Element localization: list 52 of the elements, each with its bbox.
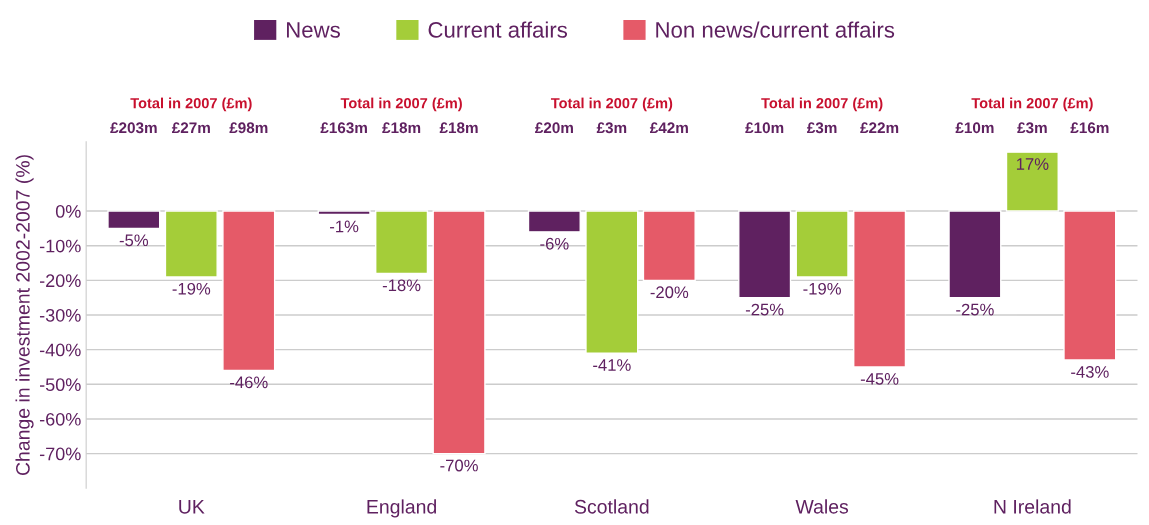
- text: £3m: [596, 122, 627, 134]
- data-label: -18%: [382, 279, 421, 292]
- text: £3m: [1017, 122, 1047, 134]
- y-tick-label: -70%: [39, 447, 81, 461]
- data-label: -6%: [540, 237, 569, 250]
- text: £3m: [806, 122, 837, 134]
- x-tick-label: UK: [179, 500, 205, 514]
- data-label: 17%: [1016, 158, 1049, 170]
- text: £27m: [171, 122, 210, 134]
- legend-label: News: [287, 22, 340, 38]
- data-label: -41%: [593, 359, 631, 371]
- y-tick-label: -30%: [39, 308, 81, 322]
- legend-label: Current affairs: [428, 21, 568, 38]
- data-label: -19%: [172, 282, 211, 295]
- text: £163m: [320, 122, 367, 134]
- y-tick-label: -10%: [39, 239, 81, 253]
- x-tick-label: Scotland: [574, 499, 649, 514]
- text: £10m: [745, 122, 784, 134]
- text: £10m: [955, 122, 994, 134]
- legend-label: Non news/current affairs: [656, 21, 895, 38]
- x-tick-label: Wales: [795, 499, 849, 514]
- text: £203m: [110, 122, 157, 134]
- text: £18m: [439, 122, 478, 134]
- text: Total in 2007 (£m): [971, 97, 1093, 112]
- y-tick-label: 0%: [55, 204, 81, 218]
- text: £22m: [860, 122, 899, 134]
- text: Total in 2007 (£m): [340, 97, 462, 112]
- data-label: -25%: [956, 303, 994, 316]
- data-label: -70%: [440, 459, 478, 472]
- y-axis-title: Change in investment 2002-2007 (%): [15, 155, 34, 476]
- text: £42m: [649, 122, 688, 134]
- data-label: -43%: [1071, 366, 1109, 378]
- y-tick-label: -50%: [39, 378, 81, 392]
- x-tick-label: N Ireland: [994, 499, 1071, 514]
- y-tick-label: -20%: [39, 274, 81, 288]
- data-label: -19%: [803, 282, 841, 295]
- text: £16m: [1070, 122, 1109, 134]
- data-label: -46%: [230, 376, 268, 389]
- data-label: -25%: [745, 303, 784, 316]
- y-tick-label: -60%: [39, 412, 81, 426]
- data-label: -45%: [860, 373, 899, 385]
- text: Total in 2007 (£m): [550, 97, 673, 112]
- data-label: -20%: [650, 286, 689, 299]
- text: £20m: [534, 122, 573, 134]
- text: Total in 2007 (£m): [130, 97, 252, 112]
- data-label: -5%: [119, 234, 149, 247]
- text: Total in 2007 (£m): [761, 97, 883, 112]
- data-label: -1%: [330, 220, 359, 233]
- x-tick-label: England: [367, 499, 436, 518]
- y-tick-label: -40%: [39, 343, 81, 357]
- text: £98m: [229, 122, 268, 134]
- text: £18m: [382, 122, 421, 134]
